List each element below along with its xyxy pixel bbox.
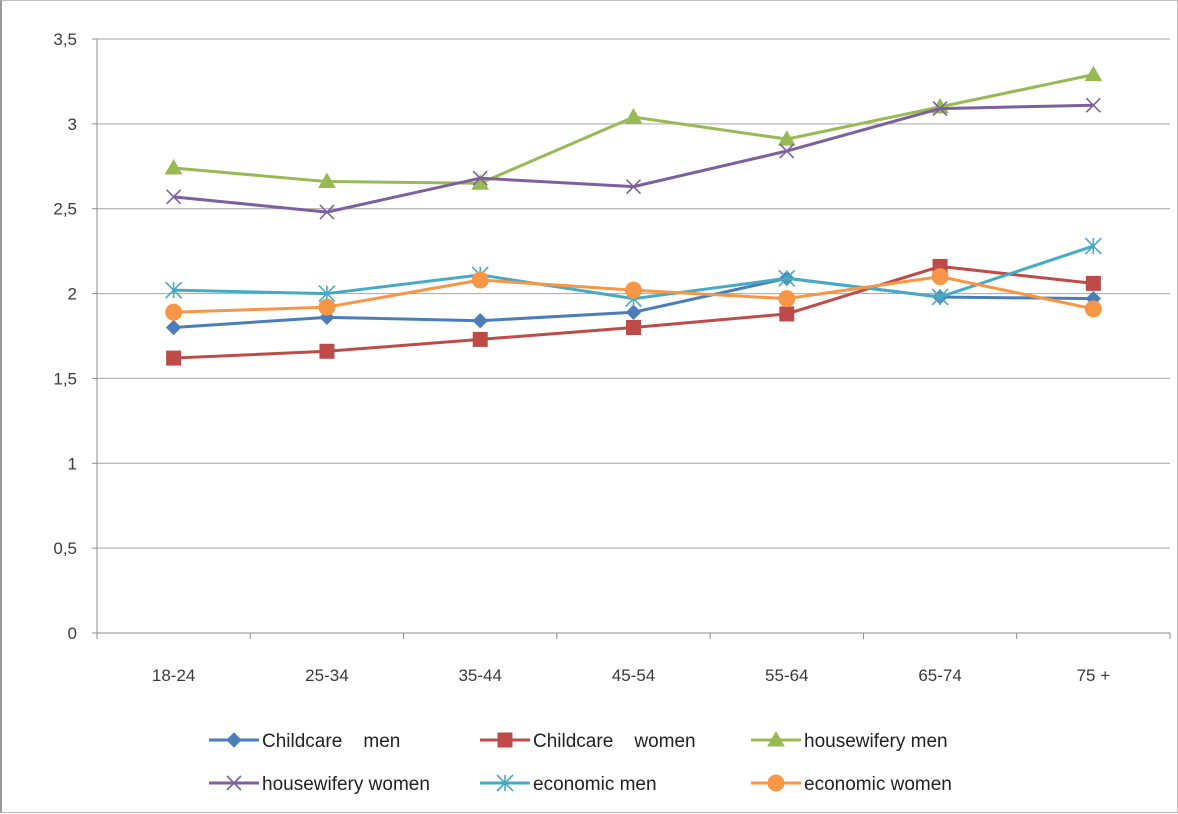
x-tick-label: 25-34 — [305, 666, 348, 685]
data-point — [932, 101, 948, 117]
data-point — [779, 306, 795, 322]
series-line — [173, 73, 1094, 185]
x-tick-label: 18-24 — [152, 666, 195, 685]
data-point — [625, 179, 642, 195]
data-point — [1084, 237, 1102, 255]
data-point — [472, 331, 488, 347]
legend-label: Childcare women — [533, 731, 696, 752]
data-point — [319, 204, 335, 220]
y-tick-label: 0 — [68, 624, 77, 643]
data-point — [624, 108, 643, 124]
data-point — [166, 189, 182, 205]
y-tick-label: 1,5 — [53, 369, 77, 388]
data-point — [778, 290, 796, 308]
legend-marker — [496, 774, 514, 792]
data-point — [779, 143, 795, 159]
data-point — [472, 170, 488, 186]
y-tick-label: 2 — [68, 285, 77, 304]
x-tick-label: 75 + — [1077, 666, 1111, 685]
y-tick-label: 2,5 — [53, 200, 77, 219]
data-point — [472, 313, 488, 329]
data-point — [318, 298, 336, 316]
legend-marker — [497, 732, 513, 748]
legend-label: Childcare men — [262, 731, 400, 752]
data-point — [166, 350, 182, 366]
y-tick-label: 0,5 — [53, 539, 77, 558]
data-point — [164, 158, 183, 175]
x-tick-label: 35-44 — [458, 666, 501, 685]
data-point — [1085, 275, 1101, 291]
y-tick-label: 1 — [68, 454, 77, 473]
legend-label: housewifery women — [262, 774, 430, 795]
legend-marker — [226, 732, 242, 748]
data-point — [318, 172, 336, 189]
data-point — [1085, 97, 1101, 113]
data-point — [1084, 65, 1103, 82]
x-tick-label: 55-64 — [765, 666, 808, 685]
data-point — [625, 304, 642, 320]
data-point — [165, 319, 182, 336]
y-tick-label: 3,5 — [53, 30, 77, 49]
data-point — [625, 281, 642, 299]
legend-marker — [226, 775, 242, 791]
legend-label: economic women — [804, 774, 952, 795]
legend-marker — [767, 774, 785, 792]
legend-label: housewifery men — [804, 731, 948, 752]
legend-label: economic men — [533, 774, 657, 795]
data-point — [626, 320, 641, 336]
data-point — [931, 268, 949, 286]
data-point — [931, 288, 949, 306]
x-tick-label: 45-54 — [612, 666, 655, 685]
data-point — [165, 303, 183, 321]
legend-marker — [767, 730, 785, 747]
data-point — [1084, 300, 1102, 318]
data-point — [777, 130, 796, 146]
data-point — [319, 343, 335, 359]
data-point — [165, 281, 183, 299]
data-point — [778, 269, 796, 287]
x-tick-label: 65-74 — [918, 666, 961, 685]
y-tick-label: 3 — [68, 115, 77, 134]
data-point — [471, 271, 489, 289]
